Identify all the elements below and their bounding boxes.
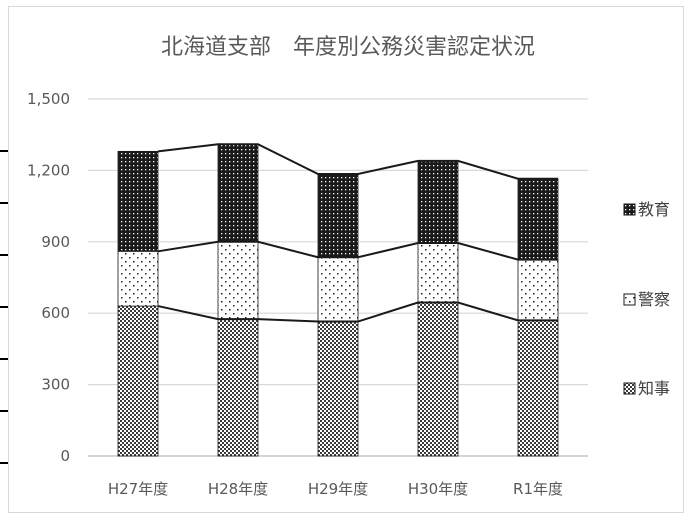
y-tick-label: 1,200 bbox=[27, 161, 70, 179]
x-tick-label: H30年度 bbox=[408, 480, 468, 498]
bar-segment-知事 bbox=[217, 318, 259, 457]
x-tick-label: R1年度 bbox=[513, 480, 563, 498]
y-tick-label: 1,500 bbox=[27, 90, 70, 108]
legend-swatch bbox=[623, 382, 636, 395]
series-line-教育 bbox=[157, 143, 558, 180]
bar-segment-知事 bbox=[117, 305, 159, 457]
y-tick-label: 600 bbox=[41, 304, 70, 322]
x-tick-label: H27年度 bbox=[108, 480, 168, 498]
y-tick-label: 900 bbox=[41, 233, 70, 251]
bars bbox=[117, 143, 559, 457]
bar-segment-警察 bbox=[117, 250, 159, 307]
series-lines bbox=[157, 143, 558, 323]
y-tick-label: 300 bbox=[41, 376, 70, 394]
bar-segment-警察 bbox=[417, 242, 459, 303]
y-tick-label: 0 bbox=[60, 447, 70, 465]
bar-segment-警察 bbox=[517, 259, 559, 321]
bar-segment-教育 bbox=[317, 173, 359, 258]
bar-segment-教育 bbox=[417, 160, 459, 244]
y-axis-ticks: 0 300 600 900 1,200 1,500 bbox=[27, 90, 70, 465]
bar-segment-警察 bbox=[317, 256, 359, 322]
legend-label: 知事 bbox=[638, 379, 670, 398]
series-line-知事 bbox=[157, 301, 558, 323]
chart-title: 北海道支部 年度別公務災害認定状況 bbox=[161, 35, 535, 60]
bar-segment-知事 bbox=[417, 302, 459, 457]
bar-segment-知事 bbox=[317, 321, 359, 457]
x-tick-label: H28年度 bbox=[208, 480, 268, 498]
bar-segment-教育 bbox=[117, 150, 159, 252]
x-tick-label: H29年度 bbox=[308, 480, 368, 498]
bar-segment-知事 bbox=[517, 319, 559, 457]
bar-segment-教育 bbox=[517, 178, 559, 261]
legend-label: 教育 bbox=[638, 200, 670, 219]
x-axis-ticks: H27年度 H28年度 H29年度 H30年度 R1年度 bbox=[108, 480, 563, 498]
legend-swatch bbox=[623, 203, 636, 216]
series-line-警察 bbox=[157, 240, 558, 261]
bar-segment-警察 bbox=[217, 241, 259, 320]
legend-swatch bbox=[623, 293, 636, 306]
bar-segment-教育 bbox=[217, 143, 259, 243]
legend-label: 警察 bbox=[638, 290, 670, 309]
